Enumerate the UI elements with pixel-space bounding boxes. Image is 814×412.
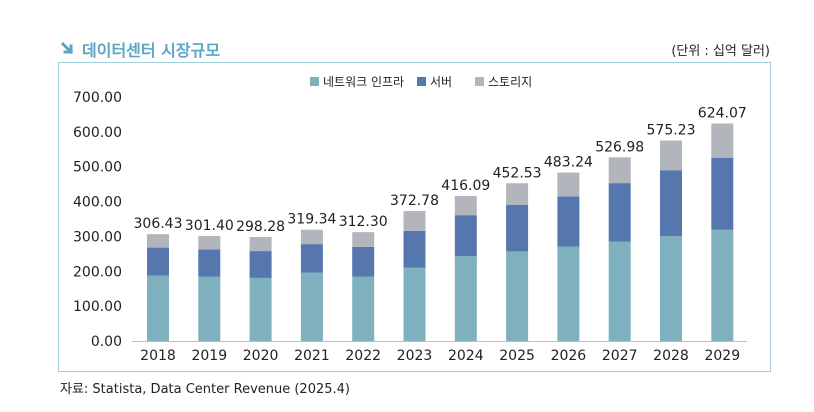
bar-segment-2020-1 — [249, 251, 272, 278]
arrow-down-right-icon — [60, 41, 74, 55]
bar-segment-2023-2 — [403, 211, 426, 231]
bar-segment-2021-1 — [300, 244, 323, 273]
bars — [147, 123, 734, 341]
legend-swatch-1 — [417, 77, 426, 86]
total-label-2025: 452.53 — [493, 165, 542, 181]
x-tick-label-2018: 2018 — [140, 348, 176, 364]
bar-segment-2028-2 — [660, 140, 682, 171]
bar-segment-2022-1 — [352, 246, 375, 277]
bar-segment-2025-2 — [506, 183, 529, 205]
bar-segment-2018-0 — [147, 275, 169, 341]
bar-segment-2024-1 — [454, 215, 477, 257]
total-label-2023: 372.78 — [390, 193, 439, 209]
total-label-2018: 306.43 — [134, 216, 183, 232]
bar-segment-2018-1 — [147, 247, 169, 276]
bar-segment-2026-2 — [557, 172, 580, 197]
bar-segment-2022-2 — [352, 232, 375, 247]
total-label-2020: 298.28 — [236, 219, 285, 235]
total-label-2028: 575.23 — [647, 122, 696, 138]
total-label-2027: 526.98 — [595, 139, 644, 155]
legend-label-1: 서버 — [430, 75, 452, 89]
bar-segment-2019-2 — [198, 235, 221, 250]
legend-swatch-0 — [310, 77, 319, 86]
legend: 네트워크 인프라 서버 스토리지 — [310, 75, 532, 89]
x-tick-label-2025: 2025 — [499, 348, 535, 364]
bar-segment-2027-0 — [608, 241, 631, 341]
bar-segment-2025-1 — [506, 204, 529, 252]
bar-segment-2027-2 — [608, 157, 631, 184]
bar-segment-2020-0 — [249, 277, 272, 341]
bar-segment-2024-0 — [454, 256, 477, 341]
y-tick-label: 600.00 — [73, 125, 122, 141]
chart-title: 데이터센터 시장규모 — [82, 41, 221, 60]
x-tick-label-2023: 2023 — [397, 348, 433, 364]
bar-segment-2025-0 — [506, 251, 529, 341]
bar-segment-2019-0 — [198, 276, 221, 341]
total-labels: 306.43 301.40 298.28 319.34 312.30372.78416.… — [134, 105, 747, 235]
bar-segment-2020-2 — [249, 237, 272, 252]
x-tick-label-2024: 2024 — [448, 348, 484, 364]
source-note: 자료: Statista, Data Center Revenue (2025.… — [60, 382, 350, 397]
bar-segment-2029-0 — [711, 229, 734, 341]
y-tick-label: 500.00 — [73, 160, 122, 176]
y-tick-label: 300.00 — [73, 229, 122, 245]
total-label-2019: 301.40 — [185, 218, 234, 234]
chart-frame — [58, 62, 771, 372]
x-tick-label-2027: 2027 — [602, 348, 638, 364]
total-label-2022: 312.30 — [339, 214, 388, 230]
bar-segment-2026-1 — [557, 196, 580, 247]
bar-segment-2021-2 — [300, 229, 323, 245]
x-axis: 2018 2019 2020 2021 2022 2023 2024 2025 2026 2027… — [132, 341, 747, 364]
legend-swatch-2 — [475, 77, 484, 86]
x-tick-label-2029: 2029 — [704, 348, 740, 364]
legend-label-2: 스토리지 — [488, 75, 532, 89]
bar-segment-2029-2 — [711, 123, 734, 158]
bar-segment-2023-1 — [403, 230, 426, 268]
bar-segment-2019-1 — [198, 249, 221, 277]
total-label-2026: 483.24 — [544, 155, 593, 171]
y-tick-label: 200.00 — [73, 264, 122, 280]
x-tick-label-2026: 2026 — [551, 348, 587, 364]
bar-segment-2028-0 — [660, 236, 682, 341]
x-tick-label-2028: 2028 — [653, 348, 689, 364]
unit-note: (단위 : 십억 달러) — [671, 44, 770, 59]
bar-segment-2026-0 — [557, 246, 580, 341]
total-label-2029: 624.07 — [698, 105, 747, 121]
total-label-2021: 319.34 — [287, 212, 336, 228]
bar-segment-2024-2 — [454, 195, 477, 216]
bar-segment-2029-1 — [711, 158, 734, 230]
bar-segment-2021-0 — [300, 272, 323, 341]
x-tick-label-2022: 2022 — [345, 348, 381, 364]
bar-segment-2022-0 — [352, 276, 375, 341]
bar-segment-2027-1 — [608, 183, 631, 242]
x-tick-label-2021: 2021 — [294, 348, 330, 364]
y-tick-label: 0.00 — [91, 334, 122, 350]
x-tick-label-2020: 2020 — [243, 348, 279, 364]
y-tick-label: 100.00 — [73, 299, 122, 315]
bar-segment-2018-2 — [147, 234, 169, 248]
bar-segment-2023-0 — [403, 267, 426, 341]
y-axis: 0.00 100.00 200.00 300.00 400.00 500.00 600.00… — [73, 90, 122, 350]
legend-label-0: 네트워크 인프라 — [323, 75, 404, 89]
total-label-2024: 416.09 — [441, 178, 490, 194]
y-tick-label: 400.00 — [73, 195, 122, 211]
y-tick-label: 700.00 — [73, 90, 122, 106]
x-tick-label-2019: 2019 — [191, 348, 227, 364]
bar-segment-2028-1 — [660, 170, 682, 237]
